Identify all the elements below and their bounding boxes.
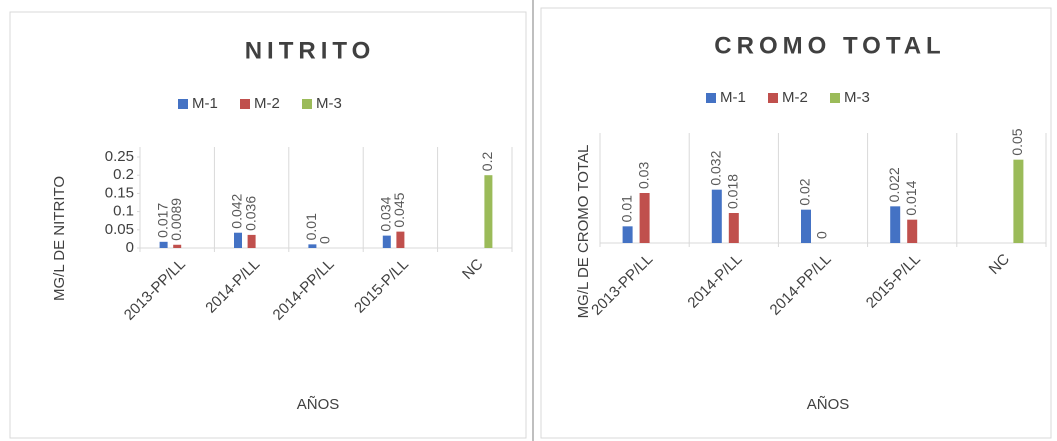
data-label: 0.014	[903, 180, 919, 215]
data-label: 0.045	[391, 192, 407, 227]
data-label: 0.042	[229, 193, 245, 228]
legend-swatch	[240, 99, 250, 109]
data-label: 0.05	[1009, 128, 1025, 155]
chart-title: NITRITO	[245, 37, 376, 64]
data-label: 0.036	[242, 196, 258, 231]
data-label: 0.018	[725, 174, 741, 209]
y-tick-label: 0.05	[105, 221, 134, 238]
y-tick-label: 0.15	[105, 184, 134, 201]
bar	[907, 219, 918, 243]
legend-label: M-2	[782, 89, 808, 106]
x-axis-label: AÑOS	[297, 396, 340, 413]
y-tick-label: 0.1	[113, 203, 134, 220]
legend-swatch	[830, 93, 840, 103]
y-tick-label: 0	[126, 239, 134, 256]
data-label: 0.022	[886, 167, 902, 202]
bar	[484, 175, 493, 248]
bar	[639, 193, 650, 243]
data-label: 0.017	[154, 203, 170, 238]
y-axis-label: MG/L DE CROMO TOTAL	[575, 145, 592, 319]
legend-label: M-3	[316, 95, 342, 112]
legend-label: M-3	[844, 89, 870, 106]
bar	[382, 235, 391, 248]
legend-label: M-1	[720, 89, 746, 106]
bar	[890, 206, 901, 243]
bar	[728, 213, 739, 243]
data-label: 0.01	[618, 195, 634, 222]
data-label: 0	[814, 231, 830, 239]
bar	[711, 189, 722, 243]
legend-label: M-1	[192, 95, 218, 112]
bar	[247, 234, 256, 248]
bar	[308, 244, 317, 248]
legend-swatch	[706, 93, 716, 103]
data-label: 0.02	[797, 178, 813, 205]
chart-frame	[540, 7, 1052, 439]
data-label: 0.034	[378, 196, 394, 231]
data-label: 0.01	[303, 213, 319, 240]
legend-swatch	[178, 99, 188, 109]
data-label: 0	[317, 236, 333, 244]
bar	[173, 244, 182, 248]
legend-swatch	[768, 93, 778, 103]
bar	[1013, 159, 1024, 243]
y-tick-label: 0.25	[105, 148, 134, 165]
bar	[159, 241, 168, 248]
y-tick-label: 0.2	[113, 166, 134, 183]
bar	[801, 209, 811, 243]
x-axis-label: AÑOS	[807, 396, 850, 413]
bar	[234, 232, 242, 248]
data-label: 0.2	[479, 152, 495, 172]
legend-label: M-2	[254, 95, 280, 112]
legend-swatch	[302, 99, 312, 109]
bar	[396, 231, 405, 248]
data-label: 0.032	[708, 150, 724, 185]
chart-frame	[9, 11, 527, 439]
bar	[622, 226, 633, 243]
data-label: 0.03	[635, 162, 651, 189]
data-label: 0.0089	[168, 198, 184, 241]
y-axis-label: MG/L DE NITRITO	[51, 176, 68, 301]
chart-title: CROMO TOTAL	[714, 32, 945, 59]
